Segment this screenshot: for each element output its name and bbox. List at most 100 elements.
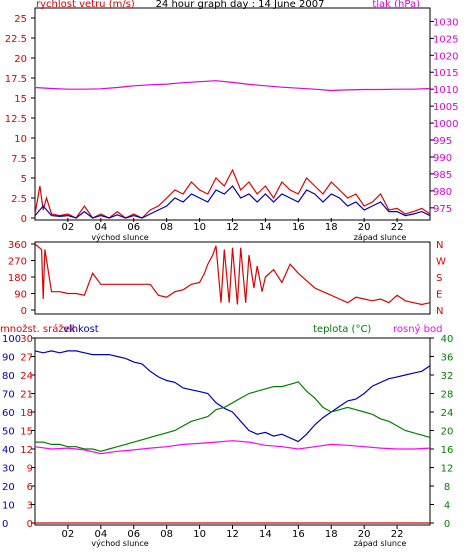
wind-tick-label: 12.5 — [5, 114, 27, 125]
time-tick-label: 14 — [259, 222, 272, 233]
direction-tick-label: 90 — [14, 290, 27, 301]
pressure-tick-label: 975 — [433, 204, 452, 215]
time-tick-label: 20 — [358, 529, 371, 540]
time-tick-label: 16 — [292, 529, 305, 540]
dewpoint-series-line — [34, 440, 431, 455]
humidity-tick-label: 80 — [2, 371, 15, 382]
temperature-tick-label: 40 — [441, 334, 454, 345]
pressure-tick-label: 1010 — [433, 85, 458, 96]
compass-tick-label: S — [436, 273, 442, 284]
wind-tick-label: 2.5 — [11, 194, 27, 205]
temperature-tick-label: 16 — [441, 445, 454, 456]
time-tick-label: 20 — [358, 222, 371, 233]
time-tick-label: 10 — [193, 529, 206, 540]
rain-tick-label: 15 — [20, 427, 33, 438]
temperature-tick-label: 20 — [441, 427, 454, 438]
rain-tick-label: 27 — [20, 353, 33, 364]
humidity-tick-label: 40 — [2, 445, 15, 456]
time-tick-label: 02 — [62, 529, 75, 540]
temperature-axis-label: teplota (°C) — [313, 324, 371, 335]
humidity-tick-label: 70 — [2, 390, 15, 401]
pressure-tick-label: 1020 — [433, 51, 458, 62]
humidity-series-line — [34, 350, 431, 443]
sunset-label-bottom: západ slunce — [354, 539, 407, 548]
time-tick-label: 18 — [325, 222, 338, 233]
humidity-axis-label: vlhkost — [63, 324, 99, 335]
direction-tick-label: 0 — [21, 306, 27, 317]
temperature-series-line — [35, 381, 431, 452]
compass-tick-label: E — [436, 290, 442, 301]
time-tick-label: 22 — [391, 529, 404, 540]
pressure-series-line — [34, 80, 431, 92]
direction-tick-label: 270 — [8, 257, 27, 268]
temperature-tick-label: 36 — [441, 353, 454, 364]
wind-tick-label: 5 — [21, 174, 27, 185]
pressure-axis-label: tlak (hPa) — [372, 0, 420, 10]
humidity-tick-label: 60 — [2, 408, 15, 419]
sunrise-label-top: východ slunce — [91, 233, 148, 242]
temperature-tick-label: 12 — [441, 464, 454, 475]
humidity-tick-label: 90 — [2, 353, 15, 364]
time-tick-label: 22 — [391, 222, 404, 233]
direction-tick-label: 360 — [8, 240, 27, 251]
time-tick-label: 12 — [226, 529, 239, 540]
pressure-tick-label: 1005 — [433, 102, 458, 113]
rain-tick-label: 12 — [20, 445, 33, 456]
time-tick-label: 04 — [94, 529, 107, 540]
time-tick-label: 08 — [160, 529, 173, 540]
temperature-tick-label: 28 — [441, 390, 454, 401]
time-tick-label: 06 — [127, 529, 140, 540]
time-tick-label: 10 — [193, 222, 206, 233]
time-tick-label: 12 — [226, 222, 239, 233]
pressure-tick-label: 1030 — [433, 17, 458, 28]
humidity-tick-label: 30 — [2, 464, 15, 475]
wind-tick-label: 17.5 — [5, 74, 27, 85]
wind-tick-label: 20 — [14, 54, 27, 65]
wind-panel-frame — [34, 7, 431, 221]
rain-tick-label: 30 — [20, 334, 33, 345]
rain-axis-label: množst. srážek — [0, 323, 76, 335]
wind-gust-series-line — [34, 168, 431, 219]
wind-tick-label: 15 — [14, 94, 27, 105]
compass-tick-label: W — [436, 257, 446, 268]
pressure-tick-label: 1025 — [433, 34, 458, 45]
temperature-tick-label: 24 — [441, 408, 454, 419]
wind-tick-label: 25 — [14, 14, 27, 25]
direction-panel-frame — [34, 241, 431, 315]
pressure-tick-label: 995 — [433, 136, 452, 147]
pressure-tick-label: 1015 — [433, 68, 458, 79]
wind-average-series-line — [34, 185, 431, 219]
temperature-tick-label: 8 — [444, 482, 450, 493]
humidity-tick-label: 100 — [2, 334, 21, 345]
temperature-tick-label: 0 — [444, 519, 450, 530]
rain-tick-label: 24 — [20, 371, 33, 382]
sunset-label-top: západ slunce — [354, 233, 407, 242]
pressure-tick-label: 985 — [433, 170, 452, 181]
pressure-tick-label: 1000 — [433, 119, 458, 130]
humidity-tick-label: 10 — [2, 501, 15, 512]
time-tick-label: 04 — [94, 222, 107, 233]
pressure-tick-label: 990 — [433, 153, 452, 164]
humidity-tick-label: 50 — [2, 427, 15, 438]
rain-tick-label: 0 — [27, 519, 33, 530]
time-tick-label: 08 — [160, 222, 173, 233]
rain-tick-label: 6 — [27, 482, 33, 493]
wind-axis-label: rychlost vetru (m/s) — [36, 0, 135, 10]
dewpoint-axis-label: rosný bod — [393, 323, 442, 335]
wind-tick-label: 0 — [21, 214, 27, 225]
rain-tick-label: 3 — [27, 501, 33, 512]
time-tick-label: 02 — [62, 222, 75, 233]
time-tick-label: 16 — [292, 222, 305, 233]
rain-tick-label: 21 — [20, 390, 33, 401]
sunrise-label-bottom: východ slunce — [91, 539, 148, 548]
rain-tick-label: 9 — [27, 464, 33, 475]
compass-tick-label: N — [436, 306, 443, 317]
wind-tick-label: 22.5 — [5, 34, 27, 45]
wind-tick-label: 7.5 — [11, 154, 27, 165]
pressure-tick-label: 980 — [433, 187, 452, 198]
time-tick-label: 14 — [259, 529, 272, 540]
climate-panel-frame — [34, 337, 431, 526]
rain-tick-label: 18 — [20, 408, 33, 419]
chart-title: 24 hour graph day : 14 June 2007 — [156, 0, 325, 10]
